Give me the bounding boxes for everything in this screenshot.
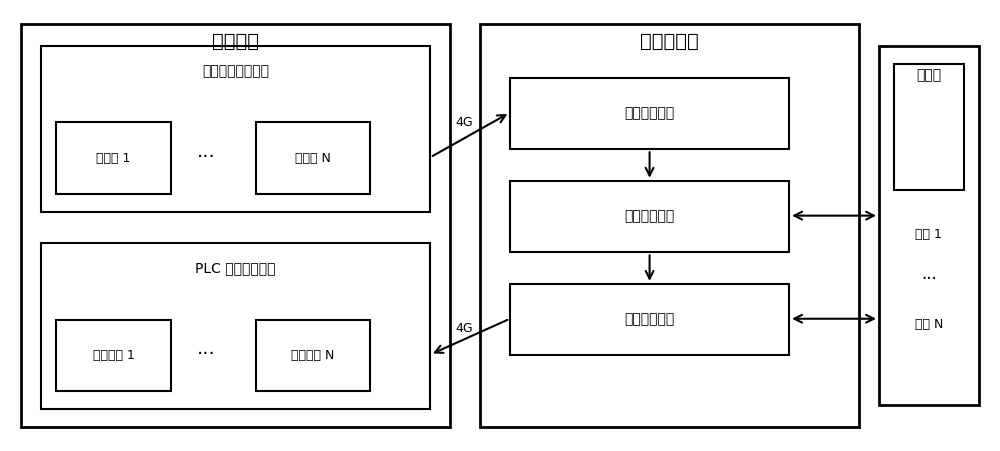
FancyBboxPatch shape [480,24,859,427]
Text: 客户端: 客户端 [916,69,941,83]
Text: 传感器 N: 传感器 N [295,152,331,165]
Text: 数据处理模块: 数据处理模块 [624,106,675,120]
Text: 集成服务器: 集成服务器 [640,32,699,51]
FancyBboxPatch shape [56,122,171,194]
Text: 传感器 1: 传感器 1 [96,152,131,165]
Text: 4G: 4G [455,116,473,129]
FancyBboxPatch shape [256,122,370,194]
FancyBboxPatch shape [56,320,171,391]
Text: PLC 设备控制模块: PLC 设备控制模块 [195,261,276,275]
Text: 用户 1: 用户 1 [915,228,942,241]
FancyBboxPatch shape [41,244,430,409]
FancyBboxPatch shape [510,284,789,355]
Text: 4G: 4G [455,322,473,335]
Text: 沉井结构: 沉井结构 [212,32,259,51]
Text: ···: ··· [921,270,937,288]
FancyBboxPatch shape [879,46,979,405]
Text: 智能决策模块: 智能决策模块 [624,313,675,327]
FancyBboxPatch shape [510,78,789,149]
FancyBboxPatch shape [41,46,430,212]
Text: 用户 N: 用户 N [915,318,943,331]
Text: 控制装置 N: 控制装置 N [291,349,335,362]
Text: 实时信息采集模块: 实时信息采集模块 [202,64,269,78]
Text: ···: ··· [196,345,215,364]
Text: ···: ··· [196,148,215,167]
FancyBboxPatch shape [510,181,789,253]
FancyBboxPatch shape [256,320,370,391]
Text: 综合预警模块: 综合预警模块 [624,210,675,224]
FancyBboxPatch shape [21,24,450,427]
FancyBboxPatch shape [894,64,964,189]
Text: 控制装置 1: 控制装置 1 [93,349,135,362]
